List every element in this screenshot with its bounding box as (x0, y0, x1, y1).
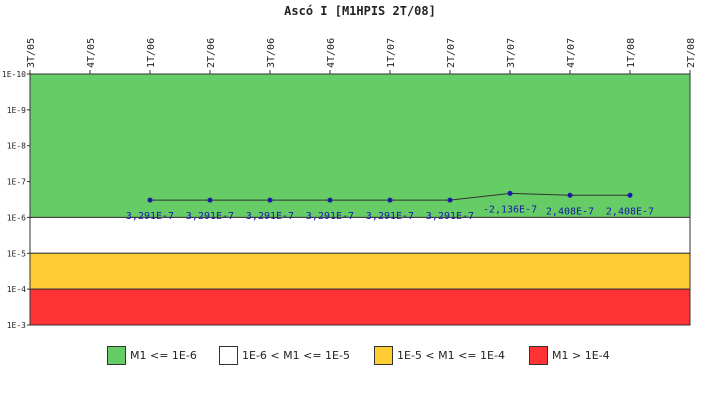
data-label: 3,291E-7 (426, 211, 474, 222)
legend-item: 1E-5 < M1 <= 1E-4 (374, 344, 505, 366)
legend: M1 <= 1E-6 1E-6 < M1 <= 1E-5 1E-5 < M1 <= … (0, 344, 720, 368)
band-1 (29, 216, 691, 254)
x-tick-label: 2T/07 (446, 38, 457, 68)
legend-label: 1E-6 < M1 <= 1E-5 (242, 348, 350, 362)
chart-title: Ascó I [M1HPIS 2T/08] (284, 4, 436, 18)
x-tick-label: 1T/06 (146, 38, 157, 68)
data-label: 3,291E-7 (186, 211, 234, 222)
x-tick-label: 4T/07 (566, 38, 577, 68)
y-tick-label: 1E-9 (7, 106, 26, 115)
legend-label: 1E-5 < M1 <= 1E-4 (397, 348, 505, 362)
y-tick-label: 1E-3 (7, 321, 26, 330)
data-point (147, 197, 153, 203)
band-0 (29, 73, 691, 218)
y-tick-label: 1E-10 (2, 70, 26, 79)
legend-swatch (219, 345, 238, 365)
legend-label: M1 <= 1E-6 (130, 348, 197, 362)
data-point (507, 190, 513, 196)
y-axis: 1E-10 1E-9 1E-8 1E-7 1E-6 1E-5 1E-4 1E-3 (2, 70, 30, 330)
x-axis: 3T/05 4T/05 1T/06 2T/06 3T/06 4T/06 1T/07 2T/07… (26, 38, 697, 74)
data-series: 3,291E-7 3,291E-7 3,291E-7 3,291E-7 3,291E-7… (126, 190, 654, 222)
legend-swatch (107, 345, 126, 365)
legend-label: M1 > 1E-4 (552, 348, 610, 362)
y-tick-label: 1E-5 (7, 249, 26, 258)
data-point (447, 197, 453, 203)
data-label: 2,408E-7 (546, 206, 594, 217)
legend-item: M1 <= 1E-6 (107, 344, 197, 366)
legend-swatch (374, 345, 393, 365)
legend-swatch (529, 345, 548, 365)
x-tick-label: 4T/05 (86, 38, 97, 68)
data-point (567, 192, 573, 198)
data-point (267, 197, 273, 203)
x-tick-label: 1T/08 (626, 38, 637, 68)
threshold-bands (29, 73, 691, 326)
data-label: 2,408E-7 (606, 206, 654, 217)
x-tick-label: 1T/07 (386, 38, 397, 68)
x-tick-label: 2T/08 (686, 38, 697, 68)
legend-item: M1 > 1E-4 (529, 344, 610, 366)
x-tick-label: 3T/07 (506, 38, 517, 68)
x-tick-label: 3T/06 (266, 38, 277, 68)
x-tick-label: 3T/05 (26, 38, 37, 68)
data-label: -2,136E-7 (483, 204, 537, 215)
x-tick-label: 2T/06 (206, 38, 217, 68)
y-tick-label: 1E-7 (7, 178, 26, 187)
data-point (327, 197, 333, 203)
band-2 (29, 252, 691, 290)
data-label: 3,291E-7 (126, 211, 174, 222)
data-label: 3,291E-7 (246, 211, 294, 222)
y-tick-label: 1E-4 (7, 285, 26, 294)
band-3 (29, 288, 691, 326)
data-point (207, 197, 213, 203)
legend-item: 1E-6 < M1 <= 1E-5 (219, 344, 350, 366)
y-tick-label: 1E-8 (7, 142, 26, 151)
x-tick-label: 4T/06 (326, 38, 337, 68)
data-label: 3,291E-7 (306, 211, 354, 222)
data-label: 3,291E-7 (366, 211, 414, 222)
data-point (387, 197, 393, 203)
y-tick-label: 1E-6 (7, 213, 26, 222)
data-point (627, 192, 633, 198)
